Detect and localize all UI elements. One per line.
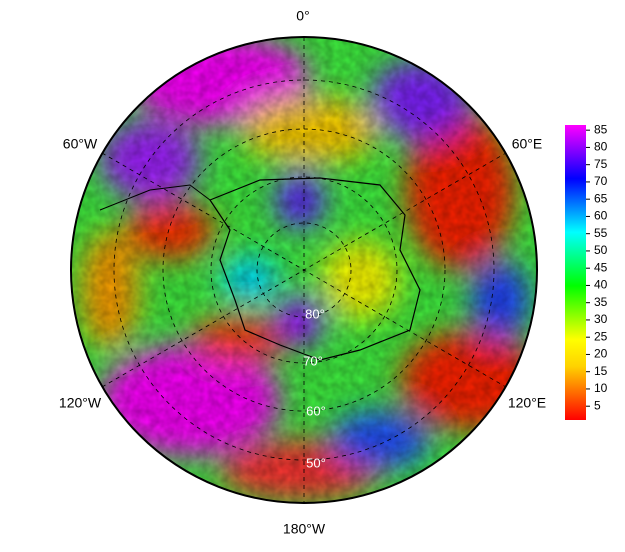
latitude-label: 70°	[303, 353, 323, 368]
colorbar-tick-label: 55	[594, 226, 608, 240]
field	[71, 37, 537, 503]
meridian-label: 60°E	[512, 136, 543, 152]
colorbar-tick-label: 60	[594, 209, 608, 223]
latitude-label: 60°	[306, 403, 326, 418]
colorbar-tick-label: 15	[594, 364, 608, 378]
colorbar-tick-label: 65	[594, 191, 608, 205]
colorbar-tick-label: 75	[594, 157, 608, 171]
colorbar-tick-label: 80	[594, 140, 608, 154]
colorbar-tick-label: 5	[594, 398, 601, 412]
colorbar-tick-label: 35	[594, 295, 608, 309]
colorbar-tick-label: 45	[594, 260, 608, 274]
meridian-label: 180°W	[283, 521, 326, 537]
meridian-label: 120°W	[59, 395, 102, 411]
colorbar-tick-label: 70	[594, 174, 608, 188]
colorbar	[565, 125, 586, 420]
latitude-label: 80°	[305, 306, 325, 321]
meridian-label: 0°	[296, 8, 309, 24]
colorbar-tick-label: 50	[594, 243, 608, 257]
meridian-label: 60°W	[63, 136, 98, 152]
colorbar-tick-label: 85	[594, 122, 608, 136]
colorbar-tick-label: 10	[594, 381, 608, 395]
meridian-label: 120°E	[508, 395, 546, 411]
colorbar-tick-label: 30	[594, 312, 608, 326]
map-border	[70, 36, 538, 504]
colorbar-tick-label: 20	[594, 347, 608, 361]
latitude-label: 50°	[306, 455, 326, 470]
colorbar-tick-label: 40	[594, 278, 608, 292]
colorbar-tick-label: 25	[594, 329, 608, 343]
